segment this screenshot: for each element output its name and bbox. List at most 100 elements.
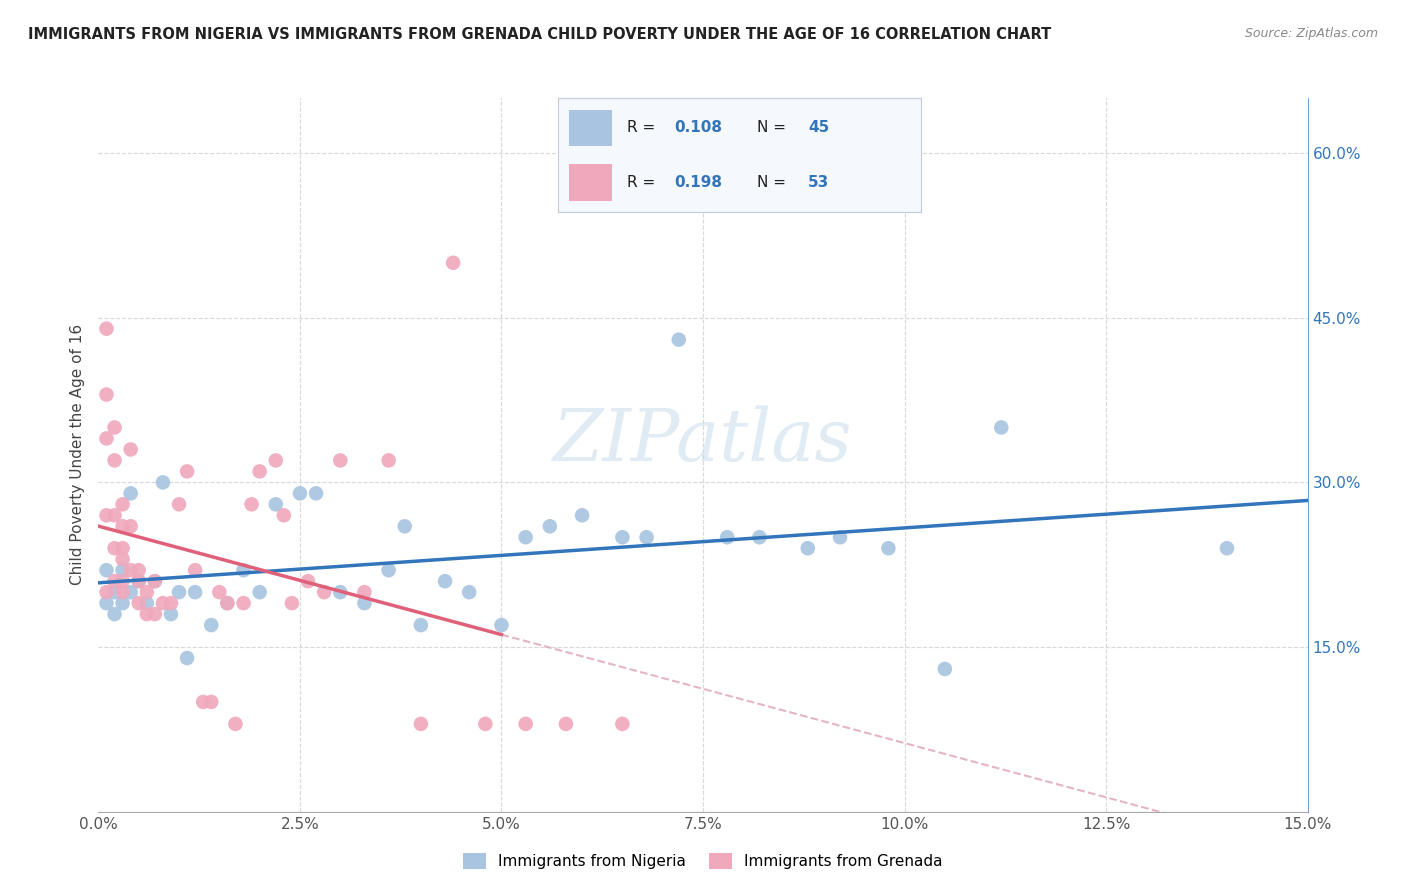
Point xyxy=(128,574,150,589)
Point xyxy=(128,596,150,610)
Point xyxy=(200,618,222,632)
Point xyxy=(934,662,956,676)
Point xyxy=(103,508,125,523)
Point xyxy=(224,717,246,731)
Point xyxy=(143,607,166,621)
Point xyxy=(394,519,416,533)
Point xyxy=(377,453,399,467)
Point xyxy=(329,585,352,599)
Point xyxy=(167,585,190,599)
Point xyxy=(96,596,118,610)
Point xyxy=(128,574,150,589)
Point xyxy=(612,717,634,731)
Point xyxy=(217,596,239,610)
Point xyxy=(111,541,134,556)
Point xyxy=(281,596,304,610)
Point xyxy=(135,607,157,621)
Point xyxy=(409,717,432,731)
Point xyxy=(329,453,352,467)
Point xyxy=(232,596,254,610)
Point xyxy=(135,596,157,610)
Point xyxy=(515,530,537,544)
Point xyxy=(184,585,207,599)
Point xyxy=(264,453,287,467)
Point xyxy=(111,596,134,610)
Point xyxy=(111,574,134,589)
Point xyxy=(797,541,820,556)
Point xyxy=(249,585,271,599)
Point xyxy=(96,432,118,446)
Point xyxy=(103,453,125,467)
Point xyxy=(111,552,134,566)
Point xyxy=(1216,541,1239,556)
Point xyxy=(748,530,770,544)
Point xyxy=(409,618,432,632)
Point xyxy=(96,387,118,401)
Text: IMMIGRANTS FROM NIGERIA VS IMMIGRANTS FROM GRENADA CHILD POVERTY UNDER THE AGE O: IMMIGRANTS FROM NIGERIA VS IMMIGRANTS FR… xyxy=(28,27,1052,42)
Point xyxy=(111,585,134,599)
Point xyxy=(297,574,319,589)
Point xyxy=(128,563,150,577)
Point xyxy=(474,717,496,731)
Point xyxy=(152,475,174,490)
Point xyxy=(515,717,537,731)
Point xyxy=(143,574,166,589)
Point xyxy=(120,442,142,457)
Y-axis label: Child Poverty Under the Age of 16: Child Poverty Under the Age of 16 xyxy=(69,325,84,585)
Point xyxy=(160,596,183,610)
Point xyxy=(636,530,658,544)
Point xyxy=(441,256,464,270)
Point xyxy=(111,519,134,533)
Point xyxy=(152,596,174,610)
Point xyxy=(217,596,239,610)
Point xyxy=(828,530,851,544)
Point xyxy=(103,585,125,599)
Point xyxy=(716,530,738,544)
Point xyxy=(135,585,157,599)
Point xyxy=(288,486,311,500)
Point xyxy=(305,486,328,500)
Point xyxy=(314,585,336,599)
Point xyxy=(612,530,634,544)
Point xyxy=(571,508,593,523)
Point xyxy=(96,563,118,577)
Point xyxy=(249,464,271,478)
Point xyxy=(120,585,142,599)
Point xyxy=(200,695,222,709)
Point xyxy=(193,695,215,709)
Point xyxy=(160,607,183,621)
Point xyxy=(167,497,190,511)
Point xyxy=(111,497,134,511)
Point xyxy=(96,585,118,599)
Point xyxy=(434,574,457,589)
Point xyxy=(176,651,198,665)
Point xyxy=(491,618,513,632)
Legend: Immigrants from Nigeria, Immigrants from Grenada: Immigrants from Nigeria, Immigrants from… xyxy=(457,847,949,875)
Point xyxy=(96,321,118,335)
Point xyxy=(120,486,142,500)
Point xyxy=(353,585,375,599)
Point xyxy=(877,541,900,556)
Point xyxy=(538,519,561,533)
Point xyxy=(184,563,207,577)
Point xyxy=(377,563,399,577)
Point xyxy=(120,563,142,577)
Point xyxy=(555,717,578,731)
Point xyxy=(120,519,142,533)
Point xyxy=(103,541,125,556)
Point xyxy=(96,508,118,523)
Text: Source: ZipAtlas.com: Source: ZipAtlas.com xyxy=(1244,27,1378,40)
Point xyxy=(353,596,375,610)
Point xyxy=(143,574,166,589)
Point xyxy=(990,420,1012,434)
Point xyxy=(208,585,231,599)
Point xyxy=(668,333,690,347)
Point xyxy=(273,508,295,523)
Point xyxy=(103,607,125,621)
Point xyxy=(103,574,125,589)
Point xyxy=(176,464,198,478)
Point xyxy=(240,497,263,511)
Text: ZIPatlas: ZIPatlas xyxy=(553,405,853,476)
Point xyxy=(103,420,125,434)
Point xyxy=(111,563,134,577)
